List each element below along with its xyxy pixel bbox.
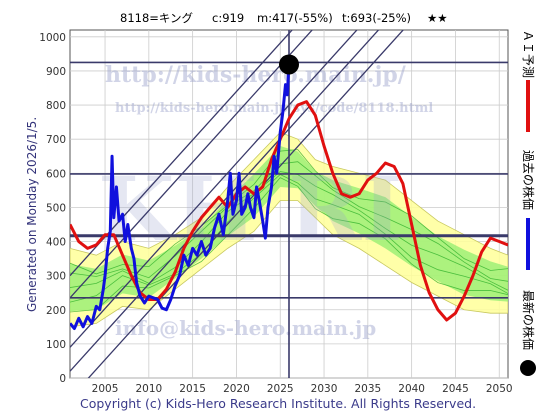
y-tick-label: 800 xyxy=(46,100,66,112)
x-tick-label: 2045 xyxy=(442,383,469,395)
x-tick-label: 2035 xyxy=(354,383,381,395)
y-tick-label: 0 xyxy=(59,373,66,385)
marker-layer xyxy=(279,54,299,75)
legend-latest-label: 最新の株価 xyxy=(521,290,536,350)
watermark-url: http://kids-hero.main.jp/ xyxy=(105,62,407,88)
y-tick-label: 300 xyxy=(46,271,66,283)
x-tick-label: 2005 xyxy=(92,383,119,395)
band-trajectory xyxy=(70,177,508,313)
header-current: c:919 xyxy=(212,11,244,25)
y-tick-label: 200 xyxy=(46,305,66,317)
x-tick-label: 2040 xyxy=(398,383,425,395)
header-stars: ★★ xyxy=(427,11,448,25)
series-layer xyxy=(70,64,508,331)
band-trajectory xyxy=(70,149,508,275)
legend-actual-label: 過去の株価 xyxy=(521,150,536,210)
y-tick-label: 500 xyxy=(46,202,66,214)
tick-labels: 0 100 200 300 400 500 600 700 800 900 1000 2005 2010… xyxy=(39,32,512,395)
actual-price-line xyxy=(70,64,291,331)
y-tick-label: 400 xyxy=(46,237,66,249)
watermark-url-code: http://kids-hero.main.jp/sys/code/8118.h… xyxy=(115,101,433,116)
header-min: m:417(-55%) xyxy=(257,11,333,25)
y-tick-label: 100 xyxy=(46,339,66,351)
x-tick-label: 2010 xyxy=(135,383,162,395)
watermark-mail: info@kids-hero.main.jp xyxy=(115,316,376,340)
x-tick-label: 2025 xyxy=(267,383,294,395)
y-tick-label: 600 xyxy=(46,168,66,180)
copyright: Copyright (c) Kids-Hero Research Institu… xyxy=(80,396,476,411)
legend-forecast-label: ＡＩ予測 xyxy=(521,30,535,78)
forecast-line xyxy=(70,100,508,322)
latest-price-marker xyxy=(279,54,299,75)
x-tick-label: 2030 xyxy=(311,383,338,395)
band-trajectory xyxy=(70,161,508,282)
y-tick-label: 1000 xyxy=(39,32,66,44)
legend-latest-dot xyxy=(520,360,536,376)
x-tick-label: 2050 xyxy=(486,383,513,395)
header-code: 8118=キング xyxy=(120,11,194,25)
y-tick-label: 700 xyxy=(46,134,66,146)
generated-label: Generated on Monday 2026/1/5. xyxy=(25,117,39,312)
band-trajectory xyxy=(70,174,508,303)
x-tick-label: 2020 xyxy=(223,383,250,395)
header-target: t:693(-25%) xyxy=(342,11,411,25)
legend: ＡＩ予測 過去の株価 最新の株価 xyxy=(520,30,536,376)
y-tick-label: 900 xyxy=(46,66,66,78)
x-tick-label: 2015 xyxy=(179,383,206,395)
